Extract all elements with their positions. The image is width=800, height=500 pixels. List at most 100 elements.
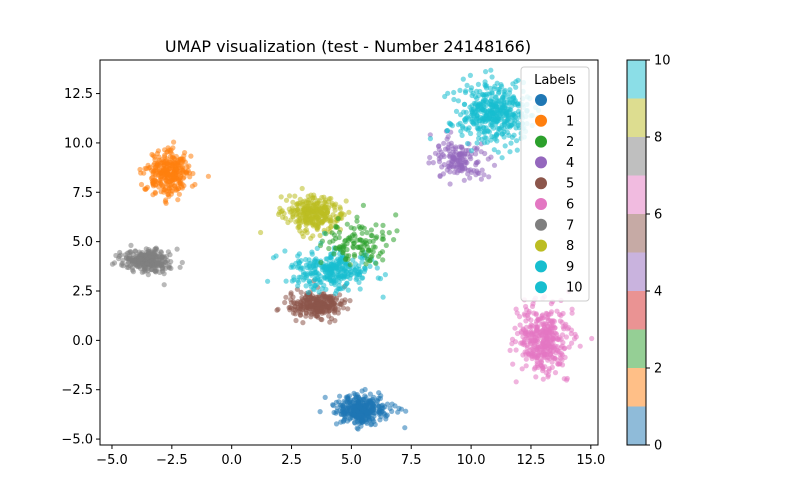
scatter-point (345, 306, 351, 312)
colorbar-tick-label: 2 (654, 362, 662, 377)
scatter-point (513, 306, 519, 312)
scatter-point (566, 325, 572, 331)
scatter-point (288, 290, 294, 296)
scatter-point (309, 251, 315, 257)
scatter-point (265, 278, 271, 284)
scatter-point (529, 350, 535, 356)
scatter-point (357, 269, 363, 275)
scatter-point (497, 107, 503, 113)
scatter-point (181, 153, 187, 159)
scatter-point (306, 261, 312, 267)
scatter-point (544, 311, 550, 317)
scatter-point (351, 390, 357, 396)
scatter-point (279, 208, 285, 214)
scatter-point (361, 407, 367, 413)
scatter-point (507, 149, 513, 155)
scatter-point (158, 181, 164, 187)
x-axis: −5.0 −2.5 0.0 2.5 5.0 7.5 10.0 12.5 15.0 (96, 445, 605, 468)
scatter-point (337, 393, 343, 399)
scatter-point (342, 256, 349, 263)
scatter-point (526, 334, 532, 340)
scatter-point (333, 410, 339, 416)
scatter-point (568, 331, 574, 337)
scatter-point (138, 170, 144, 176)
scatter-point (296, 223, 302, 229)
legend-label: 8 (566, 239, 574, 254)
scatter-point (513, 347, 519, 353)
scatter-point (566, 344, 572, 350)
scatter-point (175, 160, 181, 166)
scatter-point (171, 139, 177, 145)
scatter-point (589, 335, 595, 342)
scatter-point (506, 90, 513, 96)
scatter-point (559, 343, 565, 349)
scatter-point (383, 242, 389, 248)
legend-marker (535, 94, 547, 106)
scatter-point (341, 398, 347, 405)
scatter-point (475, 159, 481, 165)
scatter-point (457, 144, 463, 150)
scatter-point (377, 410, 383, 416)
scatter-point (143, 166, 150, 172)
scatter-point (163, 253, 169, 260)
scatter-point (275, 306, 281, 312)
scatter-point (504, 129, 510, 135)
scatter-point (553, 350, 559, 356)
scatter-point (338, 286, 344, 292)
scatter-point (371, 244, 377, 250)
scatter-point (485, 116, 491, 122)
scatter-point (283, 278, 289, 284)
scatter-point (467, 167, 473, 173)
scatter-point (496, 89, 502, 95)
legend-box (520, 66, 590, 302)
scatter-point (359, 237, 365, 243)
scatter-point (427, 136, 433, 142)
scatter-point (513, 379, 519, 385)
colorbar-segment (627, 406, 646, 445)
scatter-point (309, 209, 315, 215)
scatter-point (338, 211, 344, 217)
scatter-point (179, 259, 185, 266)
scatter-point (315, 314, 321, 320)
colorbar-segment (627, 252, 646, 291)
scatter-point (381, 410, 387, 416)
scatter-point (310, 233, 316, 239)
scatter-point (369, 421, 375, 427)
scatter-point (508, 140, 514, 146)
scatter-point (479, 167, 485, 173)
scatter-point (290, 310, 297, 316)
scatter-point (380, 257, 386, 263)
scatter-point (479, 136, 485, 142)
scatter-point (319, 219, 325, 225)
scatter-point (543, 351, 549, 357)
scatter-point (168, 259, 174, 265)
scatter-point (345, 287, 351, 293)
scatter-point (334, 265, 340, 271)
scatter-point (493, 94, 499, 100)
scatter-point (474, 88, 480, 94)
scatter-point (380, 222, 386, 228)
scatter-point (468, 87, 474, 93)
scatter-point (393, 212, 399, 218)
scatter-point (529, 323, 535, 329)
scatter-point (368, 247, 374, 253)
scatter-point (341, 243, 347, 249)
scatter-point (469, 111, 475, 117)
scatter-point (321, 305, 327, 311)
scatter-point (471, 116, 477, 122)
scatter-point (512, 325, 518, 331)
scatter-point (467, 72, 473, 78)
scatter-point (547, 352, 554, 358)
legend-label: 9 (566, 260, 574, 275)
scatter-point (143, 186, 149, 192)
scatter-point (513, 84, 519, 90)
scatter-point (344, 221, 350, 227)
scatter-point (295, 283, 301, 289)
scatter-point (176, 191, 182, 197)
scatter-point (533, 331, 539, 337)
scatter-point (117, 249, 123, 256)
scatter-point (448, 121, 454, 128)
scatter-point (540, 333, 546, 339)
scatter-point (451, 169, 457, 175)
scatter-point (464, 114, 470, 120)
